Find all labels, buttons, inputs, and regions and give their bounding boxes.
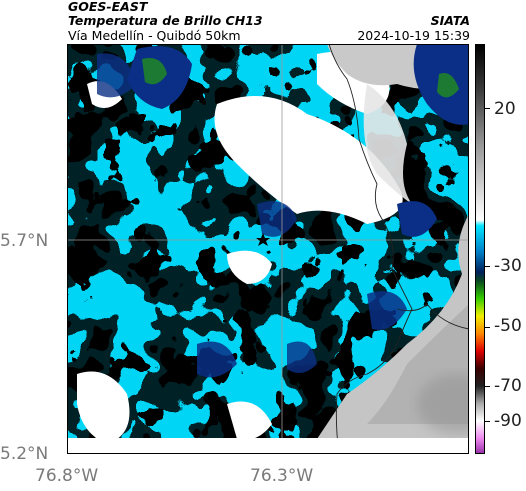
route-subtitle: Vía Medellín - Quibdó 50km <box>68 28 241 43</box>
colorbar-tick <box>485 266 490 267</box>
gridlines <box>67 44 469 454</box>
lon-tick-label: 76.3°W <box>250 466 314 486</box>
lat-tick-label: 5.2°N <box>0 444 49 464</box>
colorbar-label-minus70: -70 <box>494 376 522 396</box>
colorbar-label-minus90: -90 <box>494 411 522 431</box>
satellite-map[interactable] <box>67 44 469 454</box>
map-frame <box>67 44 469 454</box>
lat-tick-label: 5.7°N <box>0 231 49 251</box>
deep-convection <box>97 44 469 378</box>
satellite-title: GOES-EAST <box>68 0 148 14</box>
org-label: SIATA <box>430 13 470 28</box>
colorbar-tick <box>485 421 490 422</box>
colorbar-label-minus30: -30 <box>494 256 522 276</box>
star-marker[interactable] <box>256 233 270 246</box>
colorbar <box>475 44 485 454</box>
product-title: Temperatura de Brillo CH13 <box>68 13 263 28</box>
country-border <box>328 44 469 454</box>
timestamp-label: 2024-10-19 15:39 <box>357 28 470 43</box>
colorbar-label-20: 20 <box>494 99 516 119</box>
colorbar-tick <box>485 327 490 328</box>
bottom-blank <box>67 438 469 454</box>
colorbar-tick <box>485 386 490 387</box>
colorbar-tick <box>485 108 490 109</box>
lon-tick-label: 76.8°W <box>35 466 99 486</box>
colorbar-label-minus50: -50 <box>494 316 522 336</box>
